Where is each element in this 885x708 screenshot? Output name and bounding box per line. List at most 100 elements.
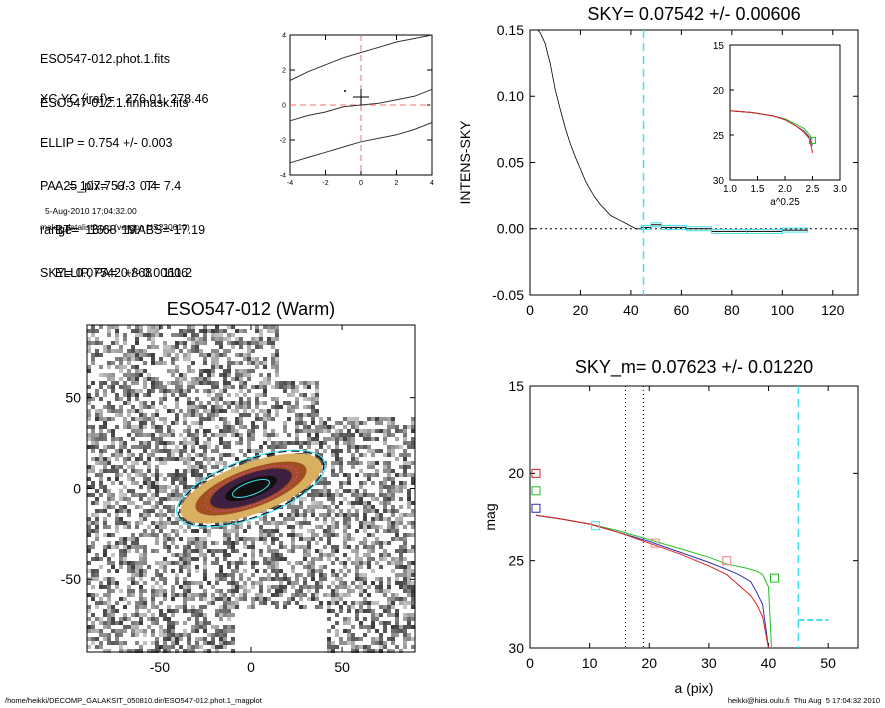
- galaxy-pixel: [275, 361, 279, 365]
- galaxy-pixel: [195, 641, 199, 645]
- galaxy-pixel: [227, 401, 231, 405]
- galaxy-pixel: [187, 549, 191, 553]
- galaxy-pixel: [267, 597, 271, 601]
- galaxy-pixel: [183, 469, 187, 473]
- galaxy-pixel: [227, 545, 231, 549]
- galaxy-pixel: [219, 429, 223, 433]
- galaxy-pixel: [123, 341, 127, 345]
- galaxy-pixel: [155, 329, 159, 333]
- info-line: XC,YC (iraf)= 276.01, 278.46: [40, 92, 209, 106]
- galaxy-pixel: [107, 401, 111, 405]
- galaxy-pixel: [135, 525, 139, 529]
- galaxy-pixel: [103, 425, 107, 429]
- galaxy-pixel: [127, 489, 131, 493]
- galaxy-pixel: [323, 425, 327, 429]
- galaxy-pixel: [303, 537, 307, 541]
- galaxy-pixel: [347, 557, 351, 561]
- galaxy-pixel: [151, 641, 155, 645]
- mag-marker: [531, 503, 541, 513]
- galaxy-pixel: [163, 505, 167, 509]
- galaxy-pixel: [107, 597, 111, 601]
- galaxy-pixel: [315, 549, 319, 553]
- galaxy-pixel: [95, 645, 99, 649]
- galaxy-pixel: [231, 605, 235, 609]
- galaxy-pixel: [275, 381, 279, 385]
- galaxy-pixel: [127, 545, 131, 549]
- galaxy-pixel: [359, 485, 363, 489]
- galaxy-pixel: [315, 581, 319, 585]
- galaxy-pixel: [159, 473, 163, 477]
- galaxy-pixel: [239, 413, 243, 417]
- galaxy-pixel: [191, 361, 195, 365]
- galaxy-pixel: [347, 449, 351, 453]
- galaxy-pixel: [243, 569, 247, 573]
- galaxy-pixel: [159, 401, 163, 405]
- galaxy-pixel: [267, 325, 271, 329]
- galaxy-pixel: [175, 633, 179, 637]
- galaxy-pixel: [107, 477, 111, 481]
- galaxy-pixel: [159, 425, 163, 429]
- galaxy-pixel: [411, 421, 415, 425]
- galaxy-pixel: [111, 629, 115, 633]
- galaxy-pixel: [263, 393, 267, 397]
- galaxy-pixel: [187, 633, 191, 637]
- galaxy-pixel: [131, 349, 135, 353]
- galaxy-pixel: [143, 405, 147, 409]
- galaxy-pixel: [159, 385, 163, 389]
- galaxy-pixel: [95, 349, 99, 353]
- galaxy-pixel: [243, 357, 247, 361]
- galaxy-pixel: [87, 393, 91, 397]
- galaxy-pixel: [115, 621, 119, 625]
- galaxy-pixel: [311, 493, 315, 497]
- galaxy-pixel: [123, 401, 127, 405]
- galaxy-pixel: [287, 581, 291, 585]
- galaxy-pixel: [103, 621, 107, 625]
- galaxy-pixel: [95, 513, 99, 517]
- galaxy-pixel: [139, 425, 143, 429]
- galaxy-pixel: [335, 549, 339, 553]
- galaxy-pixel: [335, 461, 339, 465]
- galaxy-pixel: [171, 513, 175, 517]
- galaxy-pixel: [291, 405, 295, 409]
- galaxy-pixel: [247, 397, 251, 401]
- galaxy-pixel: [255, 345, 259, 349]
- galaxy-pixel: [411, 429, 415, 433]
- galaxy-pixel: [203, 561, 207, 565]
- galaxy-pixel: [359, 521, 363, 525]
- galaxy-pixel: [159, 629, 163, 633]
- galaxy-pixel: [223, 369, 227, 373]
- galaxy-pixel: [175, 553, 179, 557]
- galaxy-pixel: [171, 449, 175, 453]
- galaxy-pixel: [295, 573, 299, 577]
- galaxy-pixel: [407, 425, 411, 429]
- galaxy-pixel: [399, 553, 403, 557]
- galaxy-pixel: [119, 641, 123, 645]
- galaxy-pixel: [223, 377, 227, 381]
- galaxy-pixel: [251, 585, 255, 589]
- galaxy-pixel: [175, 533, 179, 537]
- galaxy-pixel: [355, 637, 359, 641]
- galaxy-pixel: [151, 533, 155, 537]
- galaxy-pixel: [131, 569, 135, 573]
- galaxy-pixel: [95, 529, 99, 533]
- galaxy-pixel: [411, 481, 415, 485]
- galaxy-pixel: [195, 437, 199, 441]
- galaxy-pixel: [299, 413, 303, 417]
- galaxy-pixel: [243, 545, 247, 549]
- galaxy-pixel: [123, 605, 127, 609]
- galaxy-pixel: [147, 353, 151, 357]
- galaxy-pixel: [131, 565, 135, 569]
- galaxy-pixel: [103, 533, 107, 537]
- galaxy-pixel: [291, 585, 295, 589]
- galaxy-pixel: [291, 529, 295, 533]
- galaxy-pixel: [207, 393, 211, 397]
- galaxy-pixel: [187, 609, 191, 613]
- galaxy-pixel: [167, 533, 171, 537]
- galaxy-pixel: [127, 397, 131, 401]
- galaxy-pixel: [363, 437, 367, 441]
- galaxy-pixel: [119, 649, 123, 653]
- galaxy-pixel: [103, 405, 107, 409]
- galaxy-pixel: [219, 589, 223, 593]
- galaxy-pixel: [171, 633, 175, 637]
- galaxy-pixel: [327, 649, 331, 653]
